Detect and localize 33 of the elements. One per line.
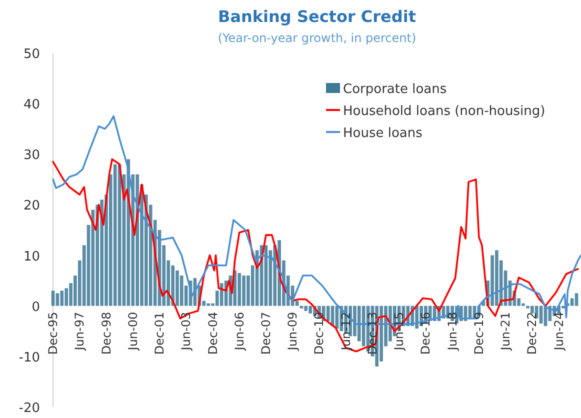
x-tick-label: Jun-21 (498, 312, 513, 352)
x-tick-label: Dec-04 (206, 312, 220, 355)
x-tick-label: Dec-07 (258, 312, 273, 355)
x-tick-label: Dec-19 (472, 312, 486, 355)
x-tick-label: Jun-03 (179, 312, 194, 352)
legend-label: Corporate loans (343, 82, 447, 97)
legend-label: House loans (343, 126, 423, 141)
x-tick-label: Jun-12 (338, 312, 353, 352)
x-tick-label: Jun-00 (126, 312, 140, 352)
y-tick-label: -20 (18, 401, 40, 416)
y-tick-label: 50 (23, 47, 40, 62)
x-tick-label: Jun-09 (286, 312, 300, 352)
x-tick-label: Dec-13 (365, 312, 380, 355)
y-tick-label: 10 (23, 249, 40, 264)
x-tick-label: Dec-10 (312, 312, 326, 355)
y-tick-label: -10 (18, 350, 40, 366)
x-tick-label: Dec-01 (152, 312, 167, 355)
x-tick-label: Jun-24 (552, 312, 566, 352)
chart-title: Banking Sector Credit (218, 7, 416, 26)
x-tick-label: Dec-22 (525, 312, 540, 355)
y-tick-label: 20 (23, 198, 40, 214)
legend-label: Household loans (non-housing) (343, 104, 546, 119)
x-tick-label: Dec-98 (99, 312, 114, 355)
x-tick-label: Dec-16 (418, 312, 433, 355)
x-tick-label: Dec-95 (46, 312, 60, 355)
x-tick-label: Jun-97 (72, 312, 87, 352)
x-tick-label: Jun-06 (232, 312, 246, 352)
y-tick-label: 40 (23, 98, 40, 113)
x-tick-label: Jun-15 (392, 312, 406, 352)
x-tick-label: Jun-18 (445, 312, 460, 352)
y-tick-label: 0 (32, 300, 40, 315)
chart-subtitle: (Year-on-year growth, in percent) (218, 31, 416, 45)
y-tick-label: 30 (23, 148, 40, 164)
